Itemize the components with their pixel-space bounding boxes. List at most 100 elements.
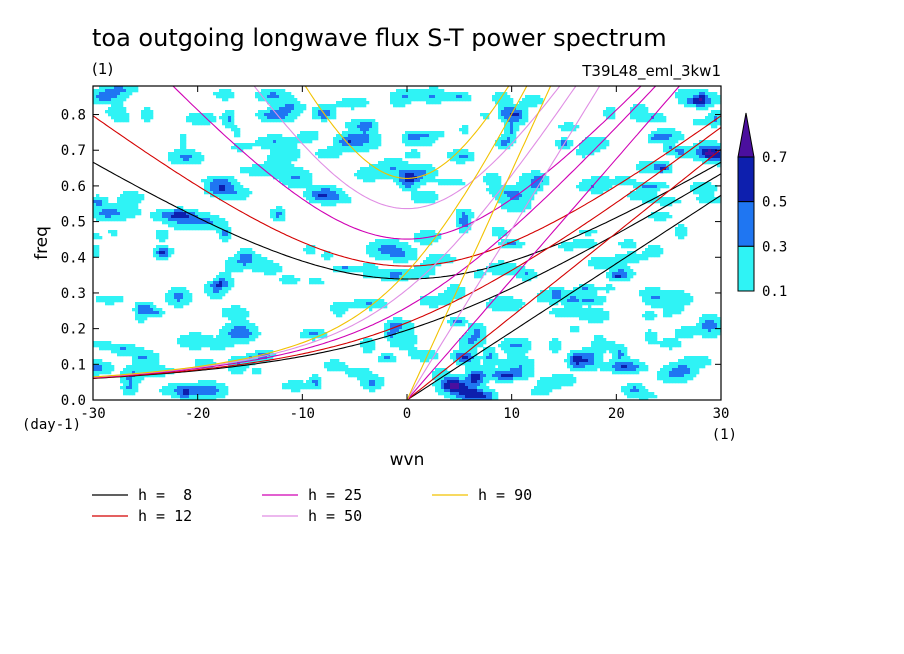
contour-cell (510, 98, 514, 102)
contour-cell (174, 161, 178, 165)
contour-cell (321, 149, 325, 153)
contour-cell (516, 110, 520, 114)
contour-cell (453, 158, 457, 162)
contour-cell (531, 188, 535, 192)
contour-cell (144, 116, 148, 120)
contour-cell (219, 290, 223, 294)
contour-cell (255, 335, 259, 339)
contour-cell (387, 248, 391, 252)
contour-cell (183, 212, 187, 216)
contour-cell (174, 296, 178, 300)
contour-cell (192, 344, 196, 348)
contour-cell (405, 251, 409, 255)
contour-cell (501, 110, 505, 114)
contour-cell (462, 209, 466, 213)
contour-cell (156, 218, 160, 222)
contour-cell (186, 386, 190, 390)
contour-cell (465, 383, 469, 387)
contour-cell (402, 326, 406, 330)
contour-cell (435, 263, 439, 267)
contour-cell (114, 209, 118, 213)
contour-cell (504, 296, 508, 300)
contour-cell (504, 146, 508, 150)
contour-cell (282, 161, 286, 165)
contour-cell (243, 146, 247, 150)
contour-cell (378, 140, 382, 144)
contour-cell (156, 362, 160, 366)
contour-cell (186, 341, 190, 345)
contour-cell (366, 179, 370, 183)
contour-cell (270, 263, 274, 267)
contour-cell (489, 359, 493, 363)
contour-cell (171, 302, 175, 306)
contour-cell (435, 377, 439, 381)
contour-cell (225, 227, 229, 231)
contour-cell (429, 233, 433, 237)
contour-cell (510, 101, 514, 105)
contour-cell (555, 296, 559, 300)
contour-cell (333, 104, 337, 108)
contour-cell (492, 176, 496, 180)
contour-cell (168, 218, 172, 222)
contour-cell (444, 383, 448, 387)
contour-cell (390, 242, 394, 246)
contour-cell (204, 386, 208, 390)
contour-cell (495, 263, 499, 267)
contour-cell (522, 371, 526, 375)
contour-cell (384, 161, 388, 165)
contour-cell (189, 389, 193, 393)
contour-cell (96, 200, 100, 204)
contour-cell (225, 239, 229, 243)
contour-cell (96, 374, 100, 378)
contour-cell (465, 98, 469, 102)
contour-cell (222, 395, 226, 399)
contour-cell (306, 383, 310, 387)
contour-cell (384, 359, 388, 363)
contour-cell (459, 389, 463, 393)
contour-cell (477, 398, 481, 400)
contour-cell (498, 110, 502, 114)
contour-cell (210, 290, 214, 294)
contour-cell (447, 95, 451, 99)
contour-cell (339, 308, 343, 312)
contour-cell (153, 356, 157, 360)
contour-cell (420, 269, 424, 273)
contour-cell (216, 386, 220, 390)
contour-cell (369, 245, 373, 249)
contour-cell (387, 164, 391, 168)
contour-cell (348, 374, 352, 378)
contour-cell (459, 323, 463, 327)
contour-cell (294, 173, 298, 177)
contour-cell (498, 227, 502, 231)
contour-cell (414, 98, 418, 102)
contour-cell (546, 392, 550, 396)
contour-cell (378, 386, 382, 390)
contour-cell (240, 311, 244, 315)
contour-cell (180, 146, 184, 150)
contour-cell (321, 335, 325, 339)
contour-cell (207, 113, 211, 117)
contour-cell (162, 257, 166, 261)
contour-cell (267, 113, 271, 117)
contour-cell (222, 182, 226, 186)
contour-cell (474, 347, 478, 351)
contour-cell (435, 95, 439, 99)
contour-cell (492, 95, 496, 99)
contour-cell (477, 365, 481, 369)
contour-cell (558, 347, 562, 351)
contour-cell (234, 320, 238, 324)
contour-cell (381, 254, 385, 258)
contour-cell (519, 119, 523, 123)
contour-cell (411, 185, 415, 189)
contour-cell (492, 98, 496, 102)
contour-cell (498, 377, 502, 381)
contour-cell (429, 272, 433, 276)
contour-cell (96, 209, 100, 213)
contour-cell (216, 392, 220, 396)
contour-cell (519, 104, 523, 108)
contour-cell (423, 92, 427, 96)
contour-cell (216, 92, 220, 96)
contour-cell (582, 296, 586, 300)
contour-cell (258, 356, 262, 360)
contour-cell (186, 116, 190, 120)
